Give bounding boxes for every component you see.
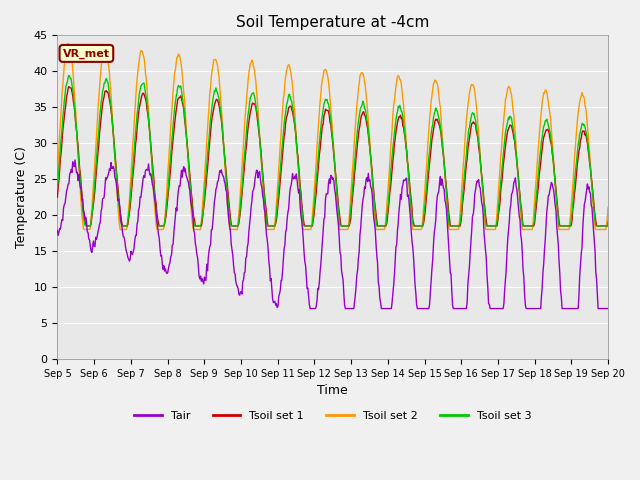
Legend: Tair, Tsoil set 1, Tsoil set 2, Tsoil set 3: Tair, Tsoil set 1, Tsoil set 2, Tsoil se… [130,407,536,425]
Y-axis label: Temperature (C): Temperature (C) [15,146,28,248]
Title: Soil Temperature at -4cm: Soil Temperature at -4cm [236,15,429,30]
X-axis label: Time: Time [317,384,348,397]
Text: VR_met: VR_met [63,48,110,59]
